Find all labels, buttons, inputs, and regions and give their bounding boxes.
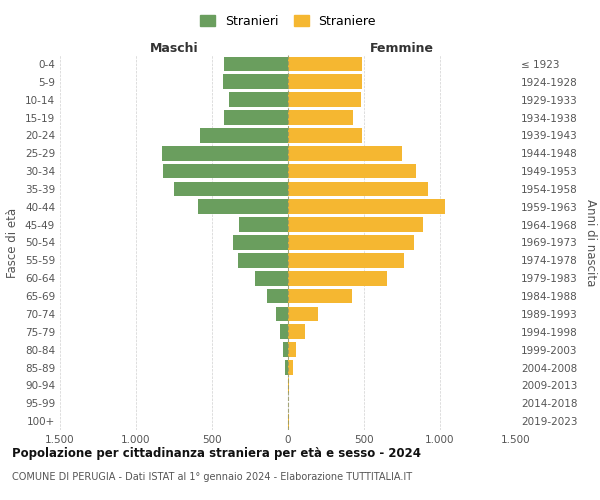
Bar xyxy=(288,56,362,72)
Bar xyxy=(288,378,289,392)
Text: COMUNE DI PERUGIA - Dati ISTAT al 1° gennaio 2024 - Elaborazione TUTTITALIA.IT: COMUNE DI PERUGIA - Dati ISTAT al 1° gen… xyxy=(12,472,412,482)
Bar xyxy=(288,110,353,125)
Bar xyxy=(163,164,288,178)
Bar xyxy=(288,164,416,178)
Y-axis label: Anni di nascita: Anni di nascita xyxy=(584,199,597,286)
Bar xyxy=(288,182,428,196)
Bar xyxy=(276,306,288,322)
Bar xyxy=(254,271,288,285)
Bar xyxy=(174,182,288,196)
Bar xyxy=(162,146,288,160)
Bar xyxy=(288,253,404,268)
Bar xyxy=(224,110,288,125)
Bar xyxy=(223,74,288,89)
Bar xyxy=(288,218,423,232)
Bar xyxy=(288,306,317,322)
Bar xyxy=(199,200,288,214)
Bar xyxy=(288,74,362,89)
Legend: Stranieri, Straniere: Stranieri, Straniere xyxy=(196,11,380,32)
Bar xyxy=(288,324,305,339)
Bar xyxy=(233,235,288,250)
Bar xyxy=(288,289,352,304)
Bar xyxy=(280,324,288,339)
Bar xyxy=(229,92,288,107)
Bar xyxy=(288,128,362,142)
Bar xyxy=(288,271,387,285)
Bar xyxy=(288,200,445,214)
Text: Popolazione per cittadinanza straniera per età e sesso - 2024: Popolazione per cittadinanza straniera p… xyxy=(12,448,421,460)
Bar xyxy=(285,360,288,375)
Bar xyxy=(288,92,361,107)
Bar xyxy=(288,360,293,375)
Bar xyxy=(238,253,288,268)
Text: Maschi: Maschi xyxy=(149,42,199,55)
Bar xyxy=(288,146,402,160)
Bar xyxy=(283,342,288,357)
Bar xyxy=(239,218,288,232)
Bar xyxy=(224,56,288,72)
Bar xyxy=(288,342,296,357)
Bar xyxy=(288,235,414,250)
Bar xyxy=(267,289,288,304)
Text: Femmine: Femmine xyxy=(370,42,434,55)
Y-axis label: Fasce di età: Fasce di età xyxy=(7,208,19,278)
Bar xyxy=(200,128,288,142)
Bar xyxy=(288,414,289,428)
